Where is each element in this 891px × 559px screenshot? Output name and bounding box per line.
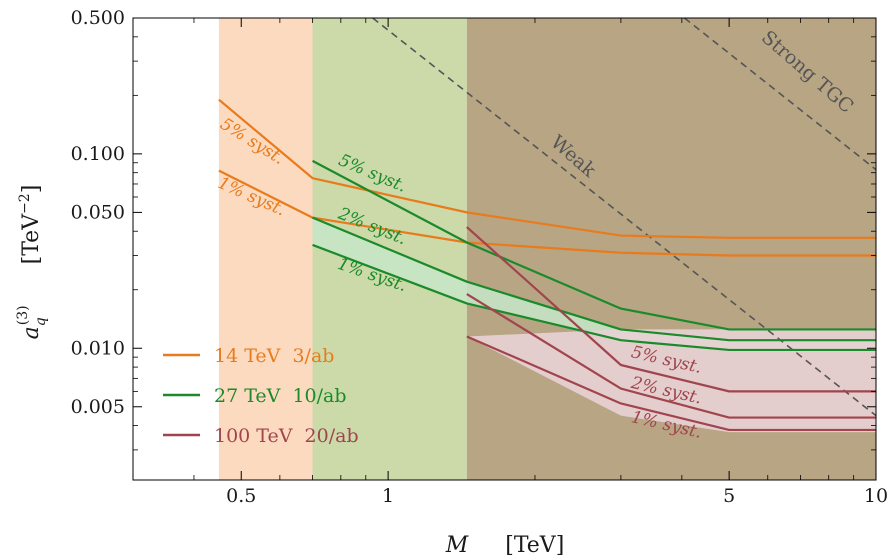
constraint-fills bbox=[312, 217, 876, 433]
y-axis-unit-close: ] bbox=[19, 185, 44, 194]
legend-label-27tev: 27 TeV 10/ab bbox=[214, 385, 347, 407]
y-axis-var-sup: (3) bbox=[15, 305, 31, 325]
y-axis-unit: [TeV bbox=[19, 213, 44, 265]
constraint-fill-1 bbox=[312, 217, 876, 350]
series-line-14tev-1pct bbox=[218, 169, 876, 257]
plot-frame bbox=[132, 17, 877, 481]
constraint-fill-2 bbox=[466, 329, 876, 433]
series-line-100tev-5pct bbox=[466, 226, 876, 393]
x-axis-unit: [TeV] bbox=[505, 533, 564, 558]
series-line-27tev-1pct bbox=[312, 243, 876, 352]
x-tick-label: 10 bbox=[864, 485, 888, 507]
strong-tgc-line bbox=[683, 17, 877, 171]
x-axis-variable: M bbox=[445, 533, 469, 558]
y-tick-label: 0.005 bbox=[71, 396, 125, 418]
y-tick-label: 0.010 bbox=[71, 337, 125, 359]
y-axis-label: aq(3) [TeV−2] bbox=[8, 185, 49, 340]
y-axis-unit-exponent: −2 bbox=[17, 193, 33, 214]
series-line-27tev-2pct bbox=[312, 216, 876, 342]
axes: 0.500 0.100 0.050 0.010 0.005 0.5 1 5 10 bbox=[71, 7, 889, 507]
series-line-14tev-5pct bbox=[218, 98, 876, 239]
legend: 14 TeV 3/ab 27 TeV 10/ab 100 TeV 20/ab bbox=[163, 345, 359, 447]
legend-label-100tev: 100 TeV 20/ab bbox=[214, 425, 359, 447]
shaded-region-1 bbox=[218, 18, 313, 480]
legend-label-14tev: 14 TeV 3/ab bbox=[214, 345, 334, 367]
y-tick-label: 0.500 bbox=[71, 7, 125, 29]
x-axis-label: M [TeV] bbox=[445, 533, 565, 558]
series-line-100tev-2pct bbox=[466, 293, 876, 419]
x-tick-label: 5 bbox=[723, 485, 735, 507]
y-tick-label: 0.100 bbox=[71, 143, 125, 165]
y-axis-var-base: a bbox=[19, 326, 44, 339]
x-tick-label: 1 bbox=[382, 485, 394, 507]
y-tick-label: 0.050 bbox=[71, 201, 125, 223]
x-tick-label: 0.5 bbox=[226, 485, 256, 507]
y-axis-var-sub: q bbox=[33, 317, 49, 326]
series-lines bbox=[218, 98, 876, 432]
series-line-27tev-5pct bbox=[312, 159, 876, 331]
series-line-100tev-1pct bbox=[466, 335, 876, 432]
